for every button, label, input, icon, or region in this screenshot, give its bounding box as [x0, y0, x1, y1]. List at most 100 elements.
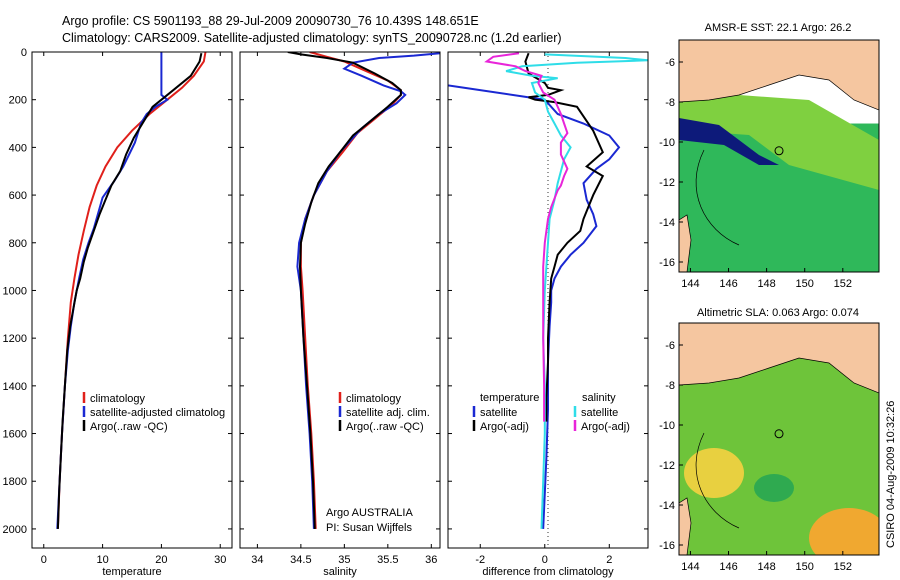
temperature-xlabel: temperature — [102, 566, 161, 578]
xtick-label: 30 — [214, 554, 226, 566]
ytick-label: 2000 — [3, 524, 27, 536]
map-ytick-label: -6 — [665, 57, 675, 69]
ytick-label: 600 — [9, 190, 27, 202]
xtick-label: 0 — [41, 554, 47, 566]
land-cape-york — [679, 497, 692, 555]
series-line-black — [524, 52, 605, 422]
xtick-label: 2 — [606, 554, 612, 566]
map-ytick-label: -10 — [659, 420, 675, 432]
map-frame — [678, 322, 880, 556]
xtick-label: 34 — [251, 554, 263, 566]
temperature-legend: climatology satellite-adjusted climatolog… — [82, 392, 225, 433]
salinity-axes-frame — [239, 51, 441, 549]
salinity-xlabel: salinity — [323, 566, 357, 578]
salinity-legend: climatology satellite adj. clim. Argo(..ra… — [338, 392, 430, 433]
sst-map-title: AMSR-E SST: 22.1 Argo: 26.2 — [705, 22, 852, 34]
sst-warm-band — [679, 95, 879, 190]
difference-xlabel: difference from climatology — [482, 566, 614, 578]
sla-map-title: Altimetric SLA: 0.063 Argo: 0.074 — [697, 307, 859, 319]
legend-temperature-title: temperature — [480, 392, 539, 404]
map-xtick-label: 150 — [796, 278, 814, 290]
ytick-label: 1000 — [3, 285, 27, 297]
map-xtick-label: 146 — [719, 278, 737, 290]
series-line-blue — [448, 84, 621, 529]
land-cape-york — [679, 214, 692, 272]
series-line-blue — [56, 52, 170, 529]
map-xtick-label: 148 — [757, 278, 775, 290]
map-ytick-label: -14 — [659, 500, 675, 512]
temperature-axes-frame — [31, 51, 233, 549]
map-ytick-label: -12 — [659, 177, 675, 189]
legend-argo-label: Argo(..raw -QC) — [90, 421, 168, 433]
sst-map: 144 146 148 150 152 -6 -8 -10 -12 -14 -16 — [659, 39, 880, 290]
legend-climatology-label: climatology — [346, 393, 402, 405]
figure-title-line2: Climatology: CARS2009. Satellite-adjuste… — [62, 31, 562, 45]
map-ytick-label: -16 — [659, 257, 675, 269]
map-ytick-label: -14 — [659, 217, 675, 229]
sla-low-patch — [754, 474, 794, 502]
ytick-label: 800 — [9, 238, 27, 250]
map-xtick-label: 144 — [681, 561, 699, 573]
series-line-black — [56, 52, 203, 529]
ytick-label: 200 — [9, 95, 27, 107]
bathymetry-contour — [695, 149, 740, 246]
map-ytick-label: -8 — [665, 380, 675, 392]
series-line-magenta — [484, 52, 569, 422]
ytick-label: 0 — [21, 47, 27, 59]
salinity-panel: 34 34.5 35 35.5 36 salinity climatology satel… — [239, 51, 441, 578]
xtick-label: 0 — [542, 554, 548, 566]
xtick-label: 35.5 — [377, 554, 398, 566]
difference-panel: -2 0 2 difference from climatology tempera… — [447, 51, 649, 578]
series-line-cyan — [505, 53, 648, 529]
credit-stamp: CSIRO 04-Aug-2009 10:32:26 — [885, 401, 897, 548]
map-ytick-label: -6 — [665, 340, 675, 352]
map-ytick-label: -8 — [665, 97, 675, 109]
map-frame — [678, 39, 880, 273]
xtick-label: 35 — [338, 554, 350, 566]
ytick-label: 1400 — [3, 381, 27, 393]
xtick-label: 34.5 — [290, 554, 311, 566]
argo-position-marker — [774, 146, 784, 156]
legend-satellite-adj-label: satellite adj. clim. — [346, 407, 430, 419]
map-ytick-label: -16 — [659, 540, 675, 552]
xtick-label: -2 — [475, 554, 485, 566]
series-line-red — [56, 52, 207, 529]
map-ytick-label: -12 — [659, 460, 675, 472]
legend-satellite-adjusted-label: satellite-adjusted climatolog — [90, 407, 225, 419]
legend-argo-label: Argo(..raw -QC) — [346, 421, 424, 433]
legend-sal-argo-label: Argo(-adj) — [581, 421, 630, 433]
ytick-label: 1200 — [3, 333, 27, 345]
ytick-label: 1600 — [3, 429, 27, 441]
map-ytick-label: -10 — [659, 137, 675, 149]
argo-position-marker — [774, 429, 784, 439]
xtick-label: 36 — [425, 554, 437, 566]
map-xtick-label: 144 — [681, 278, 699, 290]
xtick-label: 20 — [155, 554, 167, 566]
land-papua-new-guinea — [679, 40, 879, 111]
series-line-black — [287, 52, 402, 529]
difference-legend: temperature salinity satellite Argo(-adj) sa… — [472, 392, 630, 433]
xtick-label: 10 — [96, 554, 108, 566]
sla-high-south — [809, 508, 879, 555]
land-papua-new-guinea — [679, 323, 879, 394]
sla-high-west — [684, 448, 744, 498]
legend-temp-satellite-label: satellite — [480, 407, 517, 419]
argo-program-label: Argo AUSTRALIA — [326, 507, 413, 519]
legend-temp-argo-label: Argo(-adj) — [480, 421, 529, 433]
map-xtick-label: 146 — [719, 561, 737, 573]
ytick-label: 1800 — [3, 476, 27, 488]
legend-sal-satellite-label: satellite — [581, 407, 618, 419]
legend-salinity-title: salinity — [582, 392, 616, 404]
pi-label: PI: Susan Wijffels — [326, 522, 412, 534]
legend-climatology-label: climatology — [90, 393, 146, 405]
figure-title-line1: Argo profile: CS 5901193_88 29-Jul-2009 … — [62, 14, 479, 28]
bathymetry-contour — [695, 432, 740, 529]
map-xtick-label: 150 — [796, 561, 814, 573]
sst-cold-patch — [679, 118, 779, 165]
series-line-red — [299, 52, 402, 529]
difference-axes-frame — [447, 51, 649, 549]
ytick-label: 400 — [9, 142, 27, 154]
map-xtick-label: 152 — [834, 278, 852, 290]
map-xtick-label: 148 — [757, 561, 775, 573]
